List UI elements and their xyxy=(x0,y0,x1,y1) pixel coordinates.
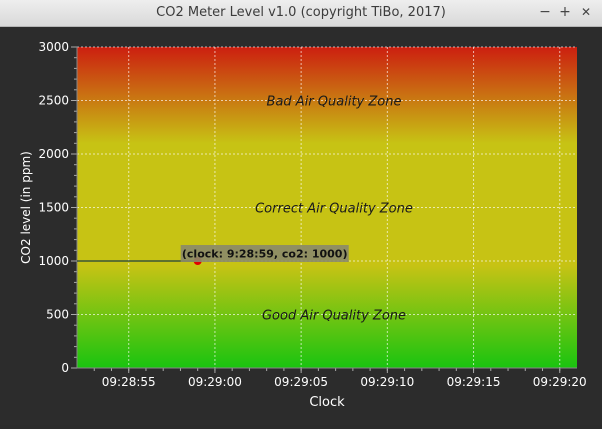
tooltip-box xyxy=(180,245,349,262)
x-tick-label: 09:28:55 xyxy=(102,375,156,389)
close-icon[interactable]: ✕ xyxy=(580,5,592,19)
chart-svg: 0 500 1000 1500 2000 2500 3000 09:28:55 09:29:00… xyxy=(19,40,587,410)
minimize-icon[interactable]: − xyxy=(539,4,551,20)
y-tick-label: 1000 xyxy=(38,254,69,268)
zone-label: Bad Air Quality Zone xyxy=(267,95,402,110)
zone-labels: Bad Air Quality Zone Correct Air Quality … xyxy=(255,95,413,324)
window-title: CO2 Meter Level v1.0 (copyright TiBo, 20… xyxy=(156,5,446,20)
x-tick-label: 09:29:10 xyxy=(360,375,414,389)
y-axis-label: CO2 level (in ppm) xyxy=(19,151,33,264)
x-tick-label: 09:29:00 xyxy=(188,375,242,389)
y-tick-label: 500 xyxy=(46,308,69,322)
axes: 0 500 1000 1500 2000 2500 3000 09:28:55 09:29:00… xyxy=(38,40,586,389)
y-tick-label: 2000 xyxy=(38,147,69,161)
y-tick-label: 0 xyxy=(61,361,69,375)
y-tick-label: 2500 xyxy=(38,94,69,108)
maximize-icon[interactable]: + xyxy=(559,4,571,20)
x-tick-label: 09:29:15 xyxy=(447,375,501,389)
x-tick-label: 09:29:20 xyxy=(533,375,587,389)
zone-label: Good Air Quality Zone xyxy=(262,309,406,324)
title-bar[interactable]: CO2 Meter Level v1.0 (copyright TiBo, 20… xyxy=(0,0,602,27)
grid-lines xyxy=(77,46,577,368)
co2-chart: 0 500 1000 1500 2000 2500 3000 09:28:55 09:29:00… xyxy=(0,27,602,425)
zone-label: Correct Air Quality Zone xyxy=(255,202,413,217)
y-tick-label: 1500 xyxy=(38,201,69,215)
series-layer: (clock: 9:28:59, co2: 1000) xyxy=(77,245,349,265)
tooltip-text: (clock: 9:28:59, co2: 1000) xyxy=(182,248,348,261)
y-tick-label: 3000 xyxy=(38,40,69,54)
x-axis-label: Clock xyxy=(309,395,345,410)
x-tick-label: 09:29:05 xyxy=(274,375,328,389)
